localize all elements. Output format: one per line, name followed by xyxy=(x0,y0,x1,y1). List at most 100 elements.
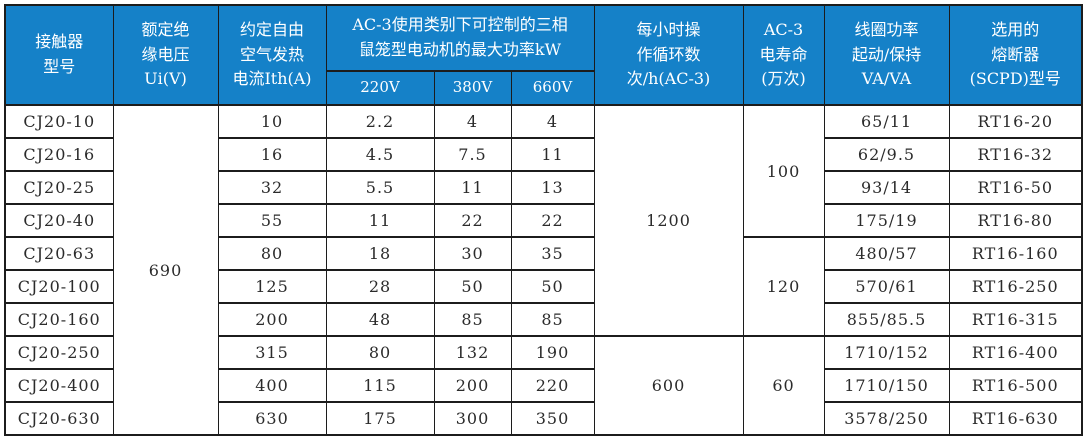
cell-model: CJ20-160 xyxy=(4,302,114,337)
header-line: AC-3使用类别下可控制的三相 xyxy=(352,15,568,35)
cell-coil: 62/9.5 xyxy=(823,137,950,172)
cell-ith: 125 xyxy=(217,269,327,304)
cell-model: CJ20-250 xyxy=(4,335,114,370)
header-line: Ui(V) xyxy=(144,69,187,89)
cell-life: 120 xyxy=(742,236,825,337)
cell-coil: 855/85.5 xyxy=(823,302,950,337)
cell-model: CJ20-630 xyxy=(4,401,114,436)
cell-fuse: RT16-315 xyxy=(948,302,1083,337)
cell-kw220: 4.5 xyxy=(325,137,435,172)
cell-kw660: 11 xyxy=(510,137,595,172)
cell-kw220: 2.2 xyxy=(325,104,435,139)
cell-kw660: 35 xyxy=(510,236,595,271)
header-line: (SCPD)型号 xyxy=(969,69,1061,89)
cell-coil: 480/57 xyxy=(823,236,950,271)
cell-kw660: 22 xyxy=(510,203,595,238)
header-insulation-voltage: 额定绝 缘电压 Ui(V) xyxy=(112,4,219,106)
table-row: CJ20-250 315 80 132 190 600 60 1710/152 … xyxy=(4,335,1083,436)
cell-kw380: 30 xyxy=(433,236,512,271)
header-line: 鼠笼型电动机的最大功率kW xyxy=(358,40,562,59)
cell-kw220: 5.5 xyxy=(325,170,435,205)
cell-coil: 93/14 xyxy=(823,170,950,205)
cell-kw220: 115 xyxy=(325,368,435,403)
cell-fuse: RT16-80 xyxy=(948,203,1083,238)
header-contactor-model: 接触器 型号 xyxy=(4,4,114,106)
cell-coil: 1710/150 xyxy=(823,368,950,403)
table-row: CJ20-630 630 175 300 350 3578/250 RT16-6… xyxy=(4,401,1083,436)
cell-fuse: RT16-160 xyxy=(948,236,1083,271)
cell-kw660: 13 xyxy=(510,170,595,205)
cell-fuse: RT16-500 xyxy=(948,368,1083,403)
header-operating-cycles: 每小时操 作循环数 次/h(AC-3) xyxy=(593,4,744,106)
header-electrical-life: AC-3 电寿命 (万次) xyxy=(742,4,825,106)
cell-cycles: 600 xyxy=(593,335,744,436)
header-line: 选用的 xyxy=(991,19,1040,39)
cell-fuse: RT16-400 xyxy=(948,335,1083,370)
table-row: CJ20-10 690 10 2.2 4 4 1200 100 65/11 RT… xyxy=(4,104,1083,436)
cell-coil: 3578/250 xyxy=(823,401,950,436)
header-line: 熔断器 xyxy=(991,44,1040,64)
header-line: (万次) xyxy=(761,69,806,89)
cell-kw380: 200 xyxy=(433,368,512,403)
header-line: 型号 xyxy=(43,57,76,76)
cell-kw380: 85 xyxy=(433,302,512,337)
table-row: CJ20-400 400 115 200 220 1710/150 RT16-5… xyxy=(4,368,1083,403)
cell-coil: 1710/152 xyxy=(823,335,950,370)
header-line: 电流Ith(A) xyxy=(232,69,312,89)
cell-ith: 200 xyxy=(217,302,327,337)
cell-kw380: 22 xyxy=(433,203,512,238)
table-row: CJ20-16 16 4.5 7.5 11 62/9.5 RT16-32 xyxy=(4,137,1083,172)
cell-kw660: 85 xyxy=(510,302,595,337)
cell-ith: 16 xyxy=(217,137,327,172)
header-line: 接触器 xyxy=(35,32,84,52)
header-line: 起动/保持 xyxy=(851,44,922,64)
cell-kw220: 175 xyxy=(325,401,435,436)
cell-coil: 570/61 xyxy=(823,269,950,304)
cell-kw660: 350 xyxy=(510,401,595,436)
header-kw-660v: 660V xyxy=(510,70,595,106)
header-max-power-group: AC-3使用类别下可控制的三相 鼠笼型电动机的最大功率kW xyxy=(325,4,595,72)
cell-fuse: RT16-32 xyxy=(948,137,1083,172)
header-kw-220v: 220V xyxy=(325,70,435,106)
cell-fuse: RT16-630 xyxy=(948,401,1083,436)
table-row: CJ20-160 200 48 85 85 855/85.5 RT16-315 xyxy=(4,302,1083,337)
header-line: 约定自由 xyxy=(239,19,304,39)
cell-ith: 400 xyxy=(217,368,327,403)
cell-model: CJ20-400 xyxy=(4,368,114,403)
cell-model: CJ20-16 xyxy=(4,137,114,172)
header-line: 缘电压 xyxy=(141,44,190,64)
cell-fuse: RT16-20 xyxy=(948,104,1083,139)
cell-kw380: 11 xyxy=(433,170,512,205)
cell-model: CJ20-25 xyxy=(4,170,114,205)
cell-ith: 10 xyxy=(217,104,327,139)
cell-ith: 315 xyxy=(217,335,327,370)
cell-coil: 65/11 xyxy=(823,104,950,139)
header-line: 额定绝 xyxy=(141,19,190,39)
cell-kw380: 50 xyxy=(433,269,512,304)
cell-fuse: RT16-50 xyxy=(948,170,1083,205)
cell-kw380: 7.5 xyxy=(433,137,512,172)
header-coil-power: 线圈功率 起动/保持 VA/VA xyxy=(823,4,950,106)
cell-life: 100 xyxy=(742,104,825,238)
table-row: CJ20-40 55 11 22 22 175/19 RT16-80 xyxy=(4,203,1083,238)
header-line: AC-3 xyxy=(763,19,804,39)
cell-cycles: 1200 xyxy=(593,104,744,337)
cell-kw660: 190 xyxy=(510,335,595,370)
cell-model: CJ20-10 xyxy=(4,104,114,139)
cell-model: CJ20-100 xyxy=(4,269,114,304)
header-line: 电寿命 xyxy=(759,44,808,64)
cell-kw660: 4 xyxy=(510,104,595,139)
table-row: CJ20-100 125 28 50 50 570/61 RT16-250 xyxy=(4,269,1083,304)
cell-ith: 32 xyxy=(217,170,327,205)
cell-life: 60 xyxy=(742,335,825,436)
cell-kw220: 18 xyxy=(325,236,435,271)
header-fuse-type: 选用的 熔断器 (SCPD)型号 xyxy=(948,4,1083,106)
header-kw-380v: 380V xyxy=(433,70,512,106)
cell-coil: 175/19 xyxy=(823,203,950,238)
header-thermal-current: 约定自由 空气发热 电流Ith(A) xyxy=(217,4,327,106)
cell-model: CJ20-40 xyxy=(4,203,114,238)
spec-table: 接触器 型号 额定绝 缘电压 Ui(V) 约定自由 空气发热 电流Ith(A) … xyxy=(4,4,1084,436)
cell-model: CJ20-63 xyxy=(4,236,114,271)
cell-kw220: 48 xyxy=(325,302,435,337)
